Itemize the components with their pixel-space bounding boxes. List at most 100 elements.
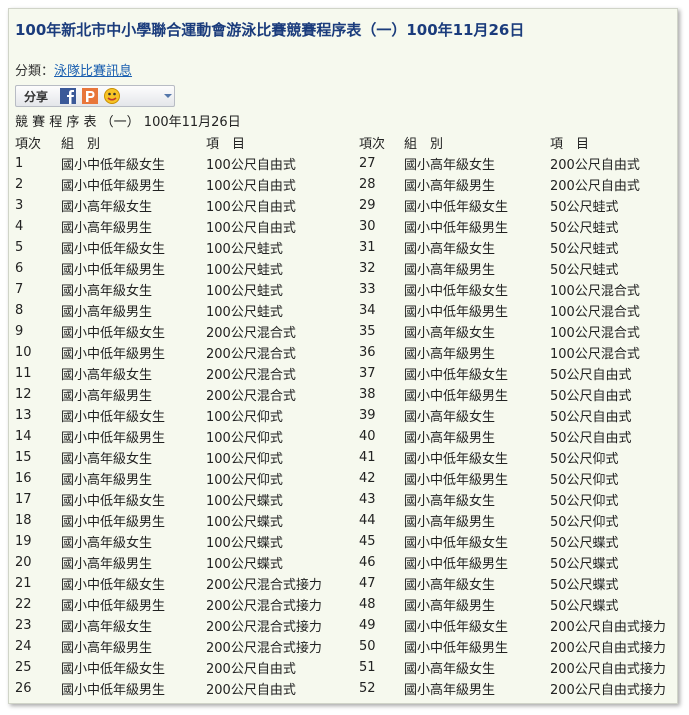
event: 100公尺仰式 [206, 452, 283, 467]
group: 國小中低年級男生 [404, 473, 509, 488]
event: 50公尺蝶式 [550, 599, 619, 614]
item-number: 43 [359, 492, 376, 507]
group: 國小高年級男生 [61, 473, 153, 488]
group: 國小高年級女生 [61, 536, 153, 551]
share-button[interactable]: 分享 [15, 85, 175, 107]
yahoo-icon[interactable] [104, 88, 120, 104]
event: 50公尺蛙式 [550, 242, 619, 257]
group: 國小中低年級男生 [404, 305, 509, 320]
event: 100公尺混合式 [550, 284, 640, 299]
item-number: 3 [15, 198, 24, 213]
event: 200公尺自由式 [550, 179, 640, 194]
event: 100公尺蝶式 [206, 515, 283, 530]
header-cell: 項次 [359, 137, 386, 152]
event: 50公尺仰式 [550, 494, 619, 509]
event: 200公尺自由式 [206, 662, 296, 677]
table-row: 19 國小高年級女生 100公尺蝶式 45 國小中低年級女生 50公尺蝶式 [15, 531, 675, 552]
event: 100公尺蛙式 [206, 242, 283, 257]
item-number: 29 [359, 198, 376, 213]
item-number: 13 [15, 408, 32, 423]
event: 100公尺自由式 [206, 179, 296, 194]
item-number: 2 [15, 177, 24, 192]
group: 國小中低年級男生 [404, 221, 509, 236]
table-row: 5 國小中低年級女生 100公尺蛙式 31 國小高年級女生 50公尺蛙式 [15, 237, 675, 258]
item-number: 14 [15, 429, 32, 444]
table-row: 3 國小高年級女生 100公尺自由式 29 國小中低年級女生 50公尺蛙式 [15, 195, 675, 216]
dropdown-arrow[interactable] [164, 94, 172, 98]
item-number: 11 [15, 366, 32, 381]
event: 200公尺自由式接力 [550, 641, 666, 656]
event: 100公尺仰式 [206, 431, 283, 446]
group: 國小中低年級男生 [404, 641, 509, 656]
event: 50公尺蝶式 [550, 578, 619, 593]
group: 國小高年級男生 [61, 305, 153, 320]
table-row: 21 國小中低年級女生 200公尺混合式接力 47 國小高年級女生 50公尺蝶式 [15, 573, 675, 594]
table-row: 11 國小高年級女生 200公尺混合式 37 國小中低年級女生 50公尺自由式 [15, 363, 675, 384]
table-row: 1 國小中低年級女生 100公尺自由式 27 國小高年級女生 200公尺自由式 [15, 153, 675, 174]
item-number: 12 [15, 387, 32, 402]
group: 國小高年級男生 [404, 263, 496, 278]
item-number: 4 [15, 219, 24, 234]
schedule-subtitle: 競 賽 程 序 表 （一） 100年11月26日 [15, 115, 241, 130]
event: 100公尺仰式 [206, 473, 283, 488]
event: 50公尺自由式 [550, 368, 632, 383]
group: 國小高年級男生 [61, 389, 153, 404]
group: 國小中低年級男生 [404, 389, 509, 404]
item-number: 30 [359, 219, 376, 234]
event: 200公尺自由式接力 [550, 620, 666, 635]
event: 100公尺蛙式 [206, 284, 283, 299]
event: 50公尺仰式 [550, 473, 619, 488]
group: 國小中低年級女生 [61, 158, 166, 173]
item-number: 7 [15, 282, 24, 297]
event: 200公尺混合式 [206, 368, 296, 383]
table-row: 2 國小中低年級男生 100公尺自由式 28 國小高年級男生 200公尺自由式 [15, 174, 675, 195]
item-number: 50 [359, 639, 376, 654]
content-frame: 100年新北市中小學聯合運動會游泳比賽競賽程序表（一）100年11月26日 分類… [8, 8, 678, 704]
group: 國小高年級男生 [404, 179, 496, 194]
group: 國小中低年級女生 [61, 410, 166, 425]
event: 50公尺蝶式 [550, 557, 619, 572]
group: 國小中低年級男生 [61, 263, 166, 278]
group: 國小中低年級女生 [404, 284, 509, 299]
header-cell: 項次 [15, 137, 42, 152]
event: 200公尺自由式接力 [550, 683, 666, 698]
event: 100公尺混合式 [550, 326, 640, 341]
item-number: 20 [15, 555, 32, 570]
item-number: 26 [15, 681, 32, 696]
group: 國小高年級女生 [61, 368, 153, 383]
event: 50公尺蛙式 [550, 221, 619, 236]
event: 200公尺自由式 [550, 158, 640, 173]
event: 50公尺自由式 [550, 389, 632, 404]
group: 國小高年級男生 [61, 221, 153, 236]
item-number: 8 [15, 303, 24, 318]
group: 國小中低年級女生 [61, 494, 166, 509]
table-row: 6 國小中低年級男生 100公尺蛙式 32 國小高年級男生 50公尺蛙式 [15, 258, 675, 279]
event: 200公尺混合式接力 [206, 641, 322, 656]
share-icons [60, 88, 172, 104]
category-link[interactable]: 泳隊比賽訊息 [54, 64, 133, 79]
event: 200公尺混合式接力 [206, 620, 322, 635]
header-cell: 項 目 [206, 137, 246, 152]
event: 100公尺蝶式 [206, 536, 283, 551]
item-number: 23 [15, 618, 32, 633]
group: 國小高年級女生 [404, 662, 496, 677]
item-number: 42 [359, 471, 376, 486]
event: 100公尺蛙式 [206, 305, 283, 320]
group: 國小高年級男生 [404, 599, 496, 614]
event: 200公尺自由式接力 [550, 662, 666, 677]
item-number: 6 [15, 261, 24, 276]
table-row: 16 國小高年級男生 100公尺仰式 42 國小中低年級男生 50公尺仰式 [15, 468, 675, 489]
table-row: 22 國小中低年級男生 200公尺混合式接力 48 國小高年級男生 50公尺蝶式 [15, 594, 675, 615]
table-row: 24 國小高年級男生 200公尺混合式接力 50 國小中低年級男生 200公尺自由式接力 [15, 636, 675, 657]
group: 國小高年級男生 [404, 431, 496, 446]
group: 國小中低年級男生 [61, 515, 166, 530]
group: 國小中低年級女生 [61, 662, 166, 677]
group: 國小高年級女生 [61, 200, 153, 215]
item-number: 39 [359, 408, 376, 423]
header-cell: 項 目 [550, 137, 590, 152]
group: 國小中低年級女生 [404, 620, 509, 635]
event: 200公尺混合式 [206, 389, 296, 404]
event: 200公尺混合式接力 [206, 599, 322, 614]
item-number: 5 [15, 240, 24, 255]
